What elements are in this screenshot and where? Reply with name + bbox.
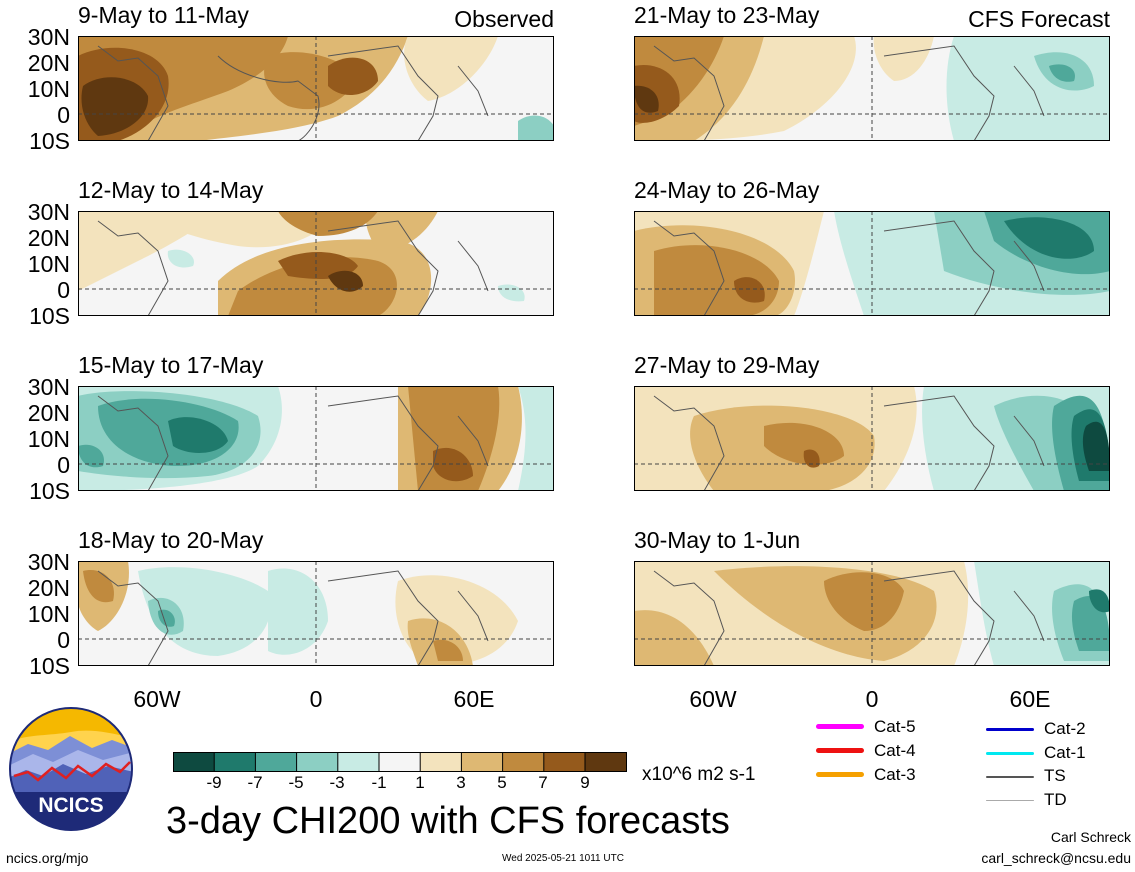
lat-label: 10N xyxy=(27,251,70,277)
legend-swatch-cat1 xyxy=(986,752,1034,755)
colorbar-tick: 3 xyxy=(456,773,466,792)
lat-label: 10N xyxy=(27,601,70,627)
legend-swatch-ts xyxy=(986,776,1034,778)
chi200-map-forecast-1 xyxy=(634,36,1110,141)
lat-label: 30N xyxy=(27,374,70,400)
panel-title: 21-May to 23-May xyxy=(634,2,820,28)
legend-swatch-cat2 xyxy=(986,728,1034,731)
main-title: 3-day CHI200 with CFS forecasts xyxy=(166,800,730,842)
chi200-map-observed-4 xyxy=(78,561,554,666)
lat-label: 10S xyxy=(29,303,70,329)
lat-label: 30N xyxy=(27,24,70,50)
panel-tag-forecast: CFS Forecast xyxy=(968,6,1110,32)
lon-label: 60E xyxy=(453,686,495,712)
colorbar-tick: 1 xyxy=(415,773,425,792)
legend-label: Cat-5 xyxy=(874,717,916,736)
footer-url[interactable]: ncics.org/mjo xyxy=(6,850,89,866)
lat-label: 0 xyxy=(57,452,70,478)
lat-label: 20N xyxy=(27,400,70,426)
colorbar-tick: -9 xyxy=(206,773,222,792)
lat-label: 20N xyxy=(27,50,70,76)
panel-title: 15-May to 17-May xyxy=(78,352,264,378)
legend-label: Cat-4 xyxy=(874,741,916,760)
panel-title: 18-May to 20-May xyxy=(78,527,264,553)
colorbar-units: x10^6 m2 s-1 xyxy=(642,764,756,785)
lat-label: 20N xyxy=(27,225,70,251)
lat-label: 30N xyxy=(27,549,70,575)
legend-label: TS xyxy=(1044,766,1066,785)
panel-title: 30-May to 1-Jun xyxy=(634,527,801,553)
lon-label: 0 xyxy=(309,686,323,712)
lat-label: 30N xyxy=(27,199,70,225)
colorbar-tick: 9 xyxy=(580,773,590,792)
footer-author: Carl Schreck xyxy=(1050,829,1131,845)
lat-label: 10S xyxy=(29,478,70,504)
lon-label: 0 xyxy=(865,686,879,712)
legend-label: Cat-2 xyxy=(1044,719,1086,738)
colorbar-tick: -5 xyxy=(288,773,304,792)
panel-title: 27-May to 29-May xyxy=(634,352,820,378)
legend-label: TD xyxy=(1044,790,1067,809)
legend-swatch-td xyxy=(986,800,1034,801)
lat-label: 0 xyxy=(57,277,70,303)
panel-title: 12-May to 14-May xyxy=(78,177,264,203)
footer-email[interactable]: carl_schreck@ncsu.edu xyxy=(981,850,1131,866)
footer-timestamp: Wed 2025-05-21 1011 UTC xyxy=(502,853,624,864)
chi200-map-observed-1 xyxy=(78,36,554,141)
chi200-map-forecast-3 xyxy=(634,386,1110,491)
colorbar-tick: -7 xyxy=(247,773,263,792)
legend-swatch-cat5 xyxy=(816,724,864,729)
colorbar-tick: 5 xyxy=(497,773,507,792)
lat-label: 0 xyxy=(57,627,70,653)
lat-label: 0 xyxy=(57,102,70,128)
colorbar-tick: -1 xyxy=(371,773,387,792)
lat-label: 10N xyxy=(27,76,70,102)
colorbar-swatches xyxy=(173,752,627,772)
lon-label: 60E xyxy=(1009,686,1051,712)
colorbar-tick: -3 xyxy=(329,773,345,792)
panel-title: 9-May to 11-May xyxy=(78,2,249,28)
lat-label: 10S xyxy=(29,128,70,154)
colorbar-tick: 7 xyxy=(538,773,548,792)
lat-label: 10N xyxy=(27,426,70,452)
chi200-map-forecast-4 xyxy=(634,561,1110,666)
chi200-map-observed-3 xyxy=(78,386,554,491)
lat-label: 20N xyxy=(27,575,70,601)
panel-title: 24-May to 26-May xyxy=(634,177,820,203)
ncics-logo: NCICS xyxy=(9,707,133,831)
legend-label: Cat-1 xyxy=(1044,743,1086,762)
chi200-map-observed-2 xyxy=(78,211,554,316)
lon-label: 60W xyxy=(133,686,181,712)
lon-label: 60W xyxy=(689,686,737,712)
chi200-map-forecast-2 xyxy=(634,211,1110,316)
panel-tag-observed: Observed xyxy=(454,6,554,32)
legend-swatch-cat3 xyxy=(816,772,864,777)
lat-label: 10S xyxy=(29,653,70,679)
logo-text: NCICS xyxy=(38,794,103,817)
legend-label: Cat-3 xyxy=(874,765,916,784)
legend-swatch-cat4 xyxy=(816,748,864,753)
